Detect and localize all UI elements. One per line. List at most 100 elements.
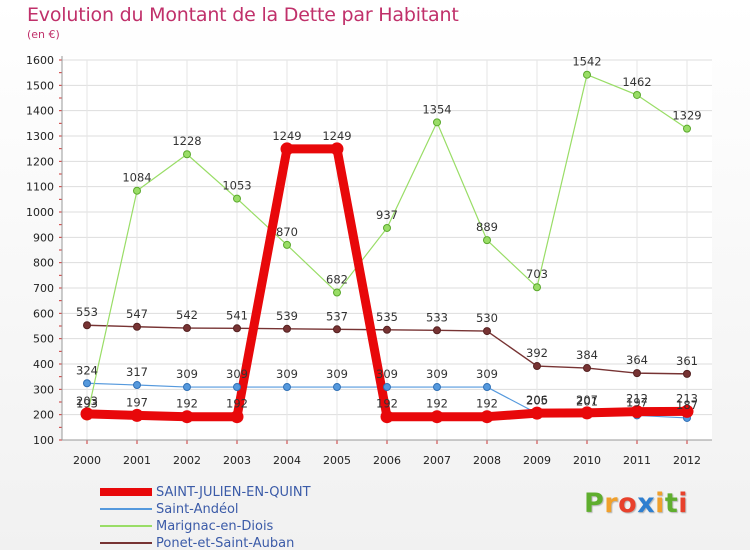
data-point: [383, 383, 391, 392]
data-label: 212: [626, 392, 648, 406]
y-tick-label: 1300: [26, 130, 54, 143]
data-label: 541: [226, 308, 248, 322]
data-label: 530: [476, 311, 498, 325]
y-tick-label: 1600: [26, 54, 54, 67]
data-label: 192: [176, 397, 198, 411]
data-point: [530, 406, 544, 420]
data-label: 361: [676, 354, 698, 368]
x-tick-label: 2001: [123, 454, 151, 467]
y-tick-label: 400: [33, 358, 54, 371]
data-point: [133, 322, 141, 331]
data-label: 682: [326, 273, 348, 287]
data-label: 192: [226, 397, 248, 411]
legend-label: SAINT-JULIEN-EN-QUINT: [156, 485, 311, 500]
logo-letter: o: [618, 488, 638, 519]
data-label: 197: [126, 395, 148, 409]
data-label: 324: [76, 363, 98, 377]
data-label: 1542: [572, 55, 601, 69]
y-tick-label: 700: [33, 282, 54, 295]
data-label: 364: [626, 353, 648, 367]
y-tick-label: 300: [33, 383, 54, 396]
data-point: [333, 383, 341, 392]
data-label: 535: [376, 310, 398, 324]
y-tick-label: 800: [33, 257, 54, 270]
data-point: [483, 327, 491, 336]
data-label: 207: [576, 393, 598, 407]
y-tick-label: 1000: [26, 206, 54, 219]
data-label: 1462: [622, 75, 651, 89]
x-tick-label: 2010: [573, 454, 601, 467]
data-point: [333, 325, 341, 334]
y-tick-label: 200: [33, 409, 54, 422]
x-tick-label: 2000: [73, 454, 101, 467]
data-point: [483, 236, 491, 245]
data-label: 309: [426, 367, 448, 381]
data-label: 870: [276, 225, 298, 239]
y-tick-label: 500: [33, 333, 54, 346]
data-point: [133, 381, 141, 390]
data-point: [283, 383, 291, 392]
data-label: 201: [576, 394, 598, 408]
data-point: [283, 240, 291, 249]
data-label: 213: [676, 391, 698, 405]
data-point: [483, 383, 491, 392]
chart-subtitle: (en €): [27, 28, 60, 41]
data-point: [183, 324, 191, 333]
x-tick-label: 2009: [523, 454, 551, 467]
x-tick-label: 2004: [273, 454, 301, 467]
data-label: 1354: [422, 102, 451, 116]
y-tick-label: 1200: [26, 155, 54, 168]
data-label: 539: [276, 309, 298, 323]
data-point: [480, 410, 494, 424]
legend-label: Ponet-et-Saint-Auban: [156, 536, 295, 550]
data-point: [683, 124, 691, 133]
data-label: 309: [276, 367, 298, 381]
data-label: 537: [326, 309, 348, 323]
data-label: 542: [176, 308, 198, 322]
legend-swatch: [100, 508, 152, 510]
data-label: 203: [76, 394, 98, 408]
proxiti-logo: Proxiti: [584, 488, 688, 519]
logo-letter: t: [664, 488, 679, 519]
y-tick-label: 1500: [26, 79, 54, 92]
data-label: 205: [526, 393, 548, 407]
data-label: 192: [476, 397, 498, 411]
y-tick-label: 100: [33, 434, 54, 447]
data-point: [83, 379, 91, 388]
data-label: 1053: [222, 179, 251, 193]
y-tick-label: 1400: [26, 105, 54, 118]
data-point: [683, 369, 691, 378]
x-tick-label: 2011: [623, 454, 651, 467]
y-tick-label: 600: [33, 307, 54, 320]
data-point: [583, 364, 591, 373]
data-label: 317: [126, 365, 148, 379]
data-point: [383, 223, 391, 232]
data-point: [430, 410, 444, 424]
x-tick-label: 2003: [223, 454, 251, 467]
legend-swatch: [100, 542, 152, 544]
data-point: [233, 383, 241, 392]
data-label: 384: [576, 348, 598, 362]
data-label: 1249: [322, 129, 351, 143]
data-point: [183, 150, 191, 159]
data-label: 1329: [672, 109, 701, 123]
data-point: [180, 410, 194, 424]
data-label: 192: [426, 397, 448, 411]
data-point: [383, 325, 391, 334]
data-label: 187: [676, 398, 698, 412]
data-label: 703: [526, 267, 548, 281]
data-point: [330, 142, 344, 156]
data-point: [80, 407, 94, 421]
data-point: [580, 406, 594, 420]
data-point: [633, 369, 641, 378]
data-point: [233, 194, 241, 203]
data-point: [680, 404, 694, 418]
x-tick-label: 2005: [323, 454, 351, 467]
data-point: [233, 324, 241, 333]
data-label: 889: [476, 220, 498, 234]
data-label: 192: [376, 397, 398, 411]
data-point: [433, 326, 441, 335]
data-point: [130, 408, 144, 422]
data-point: [433, 118, 441, 127]
